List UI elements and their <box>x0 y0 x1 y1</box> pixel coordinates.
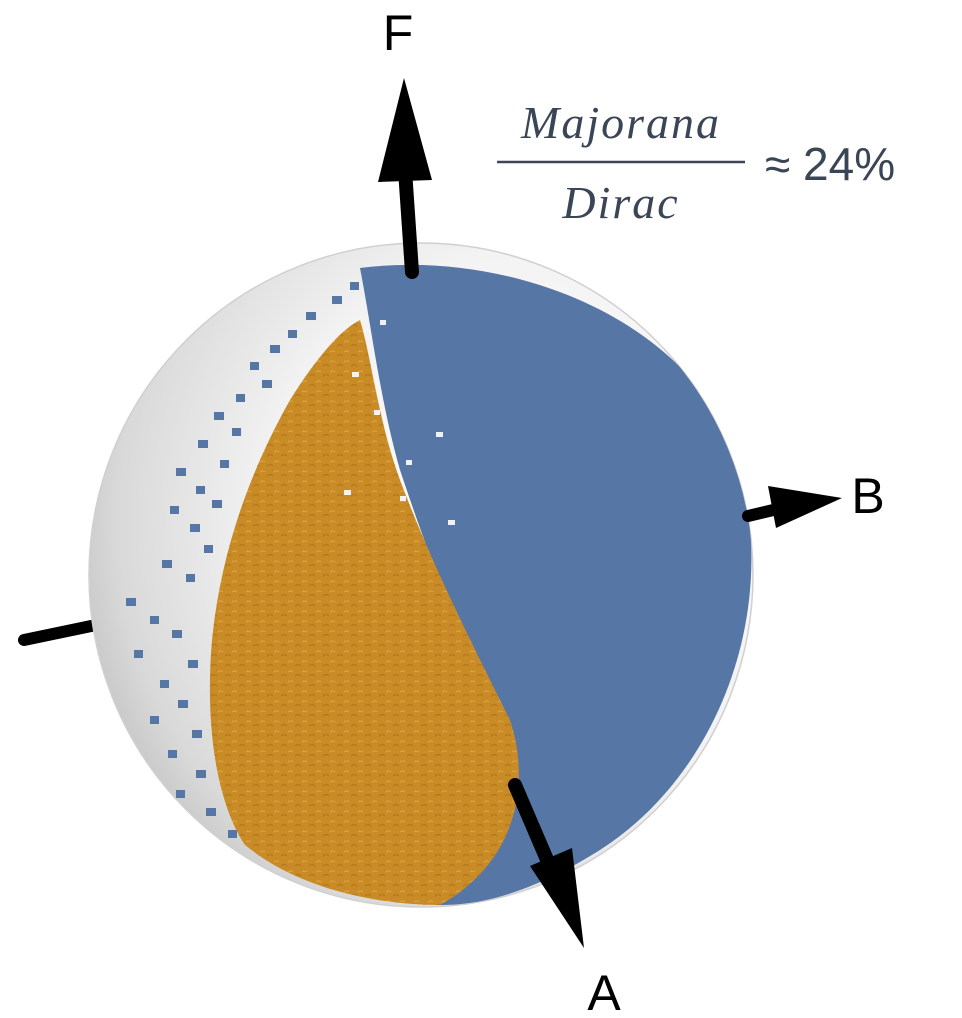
axis-f <box>378 78 432 279</box>
boundary-specks <box>344 320 455 525</box>
dirac-region <box>360 264 752 905</box>
axis-b <box>742 486 842 528</box>
axis-label-b: B <box>851 468 884 524</box>
dirac-scatter-points <box>126 282 359 838</box>
ratio-formula: Majorana Dirac ≈ 24% <box>497 97 895 228</box>
axis-a <box>508 778 584 948</box>
axis-label-a: A <box>587 965 621 1018</box>
ratio-value: ≈ 24% <box>765 138 895 190</box>
ratio-denominator: Dirac <box>561 177 679 228</box>
axis-label-f: F <box>383 5 414 61</box>
ratio-numerator: Majorana <box>520 97 721 148</box>
majorana-region <box>209 320 519 905</box>
